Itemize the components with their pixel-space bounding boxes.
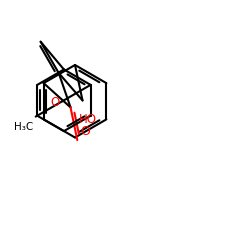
Text: H₃C: H₃C [14,122,33,132]
Text: O: O [50,96,60,109]
Text: HO: HO [78,113,96,126]
Text: O: O [80,124,90,138]
